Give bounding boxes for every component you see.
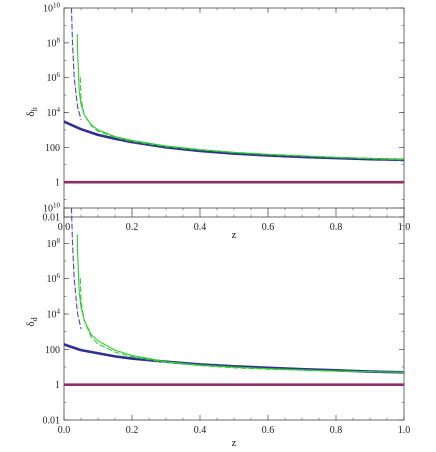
top-y-tick-label: 104 (47, 106, 61, 119)
bottom-panel: 0.0 0.2 0.4 0.6 0.8 1.0 0.01 1 100 104 106 108 1010 z… (25, 202, 410, 450)
top-x-axis-label: z (232, 229, 237, 241)
bottom-y-tick-label: 1010 (43, 202, 61, 215)
top-series-line-4 (70, 8, 82, 120)
top-x-tick-label: 0.2 (126, 222, 139, 233)
bottom-x-tick-label: 0.0 (58, 425, 71, 436)
bottom-series-line-2 (76, 234, 404, 373)
top-y-tick-label: 106 (47, 71, 61, 84)
bottom-series-line-4 (70, 208, 82, 330)
top-x-tick-label: 0.6 (262, 222, 275, 233)
top-y-tick-label: 0.01 (43, 213, 61, 224)
bottom-y-tick-label: 106 (47, 272, 61, 285)
top-plot-frame (63, 7, 405, 218)
bottom-x-tick-label: 0.4 (194, 425, 207, 436)
bottom-y-axis-label: δd (25, 317, 39, 326)
top-series-group (64, 8, 404, 184)
bottom-series-line-3 (79, 278, 404, 373)
top-series-line-1 (64, 120, 404, 162)
top-y-axis-label: δb (25, 107, 39, 116)
bottom-x-tick-label: 1.0 (398, 425, 411, 436)
bottom-x-tick-label: 0.6 (262, 425, 275, 436)
top-series-line-3 (79, 77, 404, 161)
top-x-tick-label: 0.8 (330, 222, 343, 233)
bottom-y-tick-label: 0.01 (43, 416, 61, 427)
bottom-y-tick-label: 108 (47, 237, 61, 250)
bottom-series-group (64, 208, 404, 386)
top-y-tick-label: 1010 (43, 2, 61, 15)
top-panel: 0.0 0.2 0.4 0.6 0.8 1.00.0111001041061081010z… (25, 2, 410, 242)
bottom-x-tick-label: 0.8 (330, 425, 343, 436)
bottom-y-tick-label: 100 (45, 345, 60, 356)
top-y-tick-label: 100 (45, 143, 60, 154)
bottom-y-tick-label: 104 (47, 308, 61, 321)
bottom-y-tick-label: 1 (55, 380, 60, 391)
top-x-tick-label: 0.4 (194, 222, 207, 233)
top-y-tick-label: 1 (55, 178, 60, 189)
top-y-tick-label: 108 (47, 36, 61, 49)
bottom-x-axis-label: z (232, 437, 237, 449)
bottom-x-tick-label: 0.2 (126, 425, 139, 436)
